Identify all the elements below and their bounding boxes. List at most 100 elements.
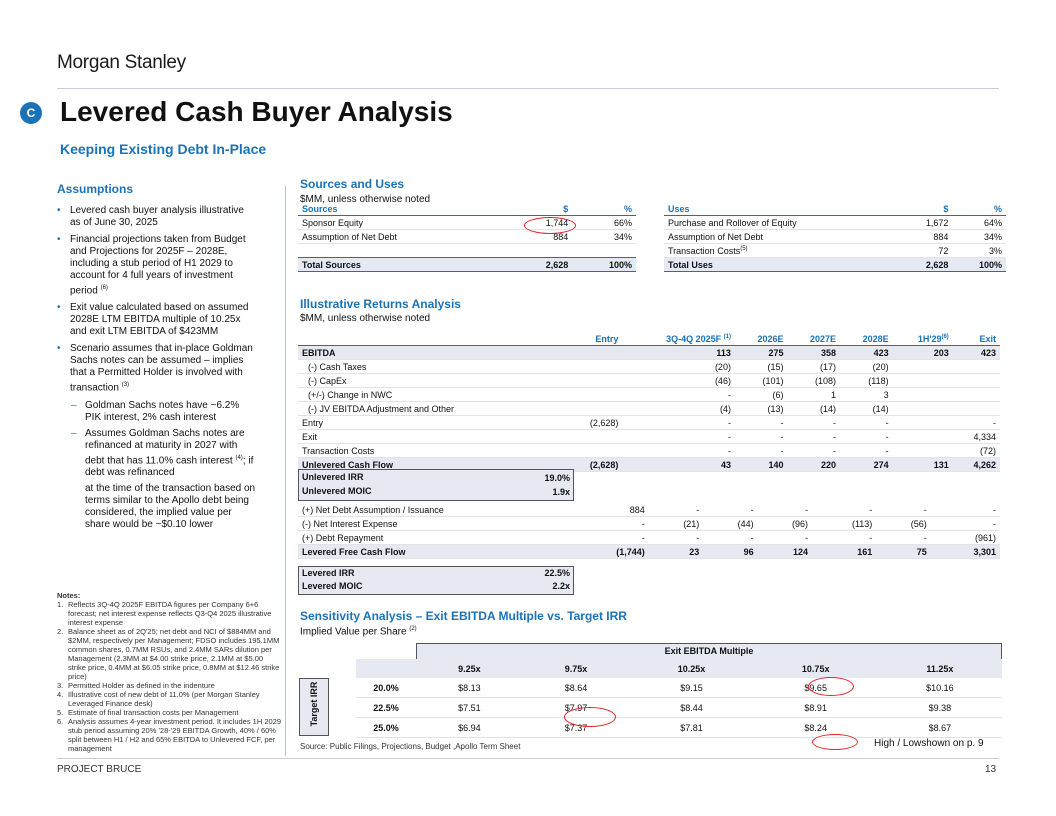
implied-value-cell: $8.13 (458, 682, 481, 693)
note-item: 3. Permitted Holder as defined in the ind… (57, 681, 215, 690)
footer-project: PROJECT BRUCE (57, 764, 142, 775)
note-item: 2. Balance sheet as of 2Q'25; net debt an… (57, 627, 280, 681)
sensitivity-heading: Sensitivity Analysis – Exit EBITDA Multi… (300, 609, 627, 623)
row-value: - (566, 516, 649, 531)
row-value: (72) (952, 443, 1000, 458)
returns-row: EBITDA 113 275 358 423 203 423 (298, 345, 1000, 360)
row-value: (56) (876, 516, 931, 531)
row-value: (14) (787, 401, 841, 416)
table-row: Transaction Costs(5) 72 3% (664, 243, 1006, 258)
implied-value-cell: $7.37 (564, 722, 588, 733)
row-value: 358 (787, 345, 841, 360)
sensitivity-row: 20.0% $8.13 $8.64 $9.15 $9.65 $10.16 (356, 678, 1002, 698)
assumptions-heading: Assumptions (57, 182, 134, 196)
row-value (892, 401, 953, 416)
row-value (566, 387, 623, 402)
row-value: - (757, 503, 813, 517)
column-divider (285, 186, 286, 756)
levered-returns-box: Levered IRR 22.5% Levered MOIC 2.2x (298, 566, 574, 595)
row-value (566, 429, 623, 444)
row-value: 3 (840, 387, 893, 402)
row-value: - (812, 530, 877, 545)
note-item: 5. Estimate of final transaction costs pe… (57, 708, 239, 717)
table-total-row: Total Uses 2,628 100% (664, 257, 1006, 272)
row-value: - (930, 516, 1000, 531)
exit-multiple-group-header: Exit EBITDA Multiple (416, 643, 1002, 660)
row-label: (+) Debt Repayment (298, 530, 566, 545)
highlight-circle (808, 677, 854, 696)
returns-header-row: Entry 3Q-4Q 2025F (1) 2026E 2027E 2028E … (298, 332, 1000, 346)
sources-uses-heading: Sources and Uses (300, 177, 405, 191)
returns-row: Entry (2,628) - - - - - (298, 415, 1000, 430)
table-row: Sponsor Equity 1,744 66% (298, 215, 636, 230)
implied-value-cell: $7.51 (458, 702, 481, 713)
sensitivity-sub: Implied Value per Share (2) (300, 626, 417, 638)
target-irr-value: 22.5% (373, 702, 399, 713)
returns-row: Exit - - - -4,334 (298, 429, 1000, 444)
row-value: - (734, 415, 788, 430)
assumption-bullet: Scenario assumes that in-place Goldman S… (57, 343, 257, 394)
row-value (566, 345, 623, 360)
row-value: (15) (734, 359, 788, 374)
row-value: - (840, 415, 893, 430)
returns-heading: Illustrative Returns Analysis (300, 297, 461, 311)
returns-table-top: Entry 3Q-4Q 2025F (1) 2026E 2027E 2028E … (298, 332, 1000, 472)
row-value: 1 (787, 387, 841, 402)
returns-row: Unlevered Cash Flow (2,628) 43 140 220 274 131… (298, 457, 1000, 472)
row-value: (14) (840, 401, 893, 416)
assumption-continuation: at the time of the transaction based on … (85, 482, 256, 530)
row-value: 124 (757, 544, 813, 559)
row-value: (44) (703, 516, 758, 531)
levered-irr-value: 22.5% (544, 568, 570, 578)
row-value: 275 (734, 345, 788, 360)
row-value: (20) (840, 359, 893, 374)
row-label: (-) JV EBITDA Adjustment and Other (298, 401, 566, 416)
row-value (566, 401, 623, 416)
brand-logo: Morgan Stanley (57, 52, 186, 73)
row-value: - (703, 503, 758, 517)
row-value: - (757, 530, 813, 545)
assumption-subbullet: Assumes Goldman Sachs notes are refinanc… (57, 428, 257, 479)
row-label: EBITDA (298, 345, 566, 360)
implied-value-cell: $8.64 (564, 682, 588, 693)
sources-uses-unit: $MM, unless otherwise noted (300, 194, 431, 205)
row-value: (1,744) (566, 544, 649, 559)
row-value: (17) (787, 359, 841, 374)
sources-table: Sources $% Sponsor Equity 1,744 66% Assumpt… (298, 202, 636, 272)
row-value: - (787, 429, 841, 444)
row-value: (4) (622, 401, 735, 416)
row-value: 75 (876, 544, 931, 559)
row-value (892, 443, 953, 458)
target-irr-label-box: Target IRR (299, 678, 329, 736)
footer-rule (57, 758, 999, 759)
row-value: - (952, 415, 1000, 430)
row-value (566, 359, 623, 374)
row-value: 113 (622, 345, 735, 360)
row-value: - (703, 530, 758, 545)
assumption-bullet: Exit value calculated based on assumed 2… (57, 302, 257, 338)
unlevered-moic-value: 1.9x (552, 487, 570, 497)
row-value: 43 (622, 457, 735, 472)
row-value: - (648, 530, 704, 545)
row-value: (20) (622, 359, 735, 374)
row-value: (2,628) (566, 415, 623, 430)
assumption-subbullet: Goldman Sachs notes have ~6.2% PIK inter… (57, 400, 257, 424)
highlight-circle (564, 707, 616, 727)
row-value: - (930, 503, 1000, 517)
page-title: Levered Cash Buyer Analysis (60, 96, 453, 127)
unlevered-returns-box: Unlevered IRR 19.0% Unlevered MOIC 1.9x (298, 469, 574, 501)
sensitivity-row: 22.5% $7.51 $7.97 $8.44 $8.91 $9.38 (356, 698, 1002, 718)
row-value (566, 443, 623, 458)
returns-row: (+) Debt Repayment - - - - - - (961) (298, 530, 1000, 545)
row-value: (46) (622, 373, 735, 388)
returns-unit: $MM, unless otherwise noted (300, 313, 431, 324)
row-value: (21) (648, 516, 704, 531)
returns-row: (-) JV EBITDA Adjustment and Other (4) (13… (298, 401, 1000, 416)
row-value: 140 (734, 457, 788, 472)
source-note: Source: Public Filings, Projections, Bud… (300, 742, 521, 751)
table-row: Assumption of Net Debt 884 34% (298, 229, 636, 244)
row-label: (+) Net Debt Assumption / Issuance (298, 503, 566, 517)
row-value (892, 429, 953, 444)
row-value: 131 (892, 457, 953, 472)
row-value: - (787, 415, 841, 430)
